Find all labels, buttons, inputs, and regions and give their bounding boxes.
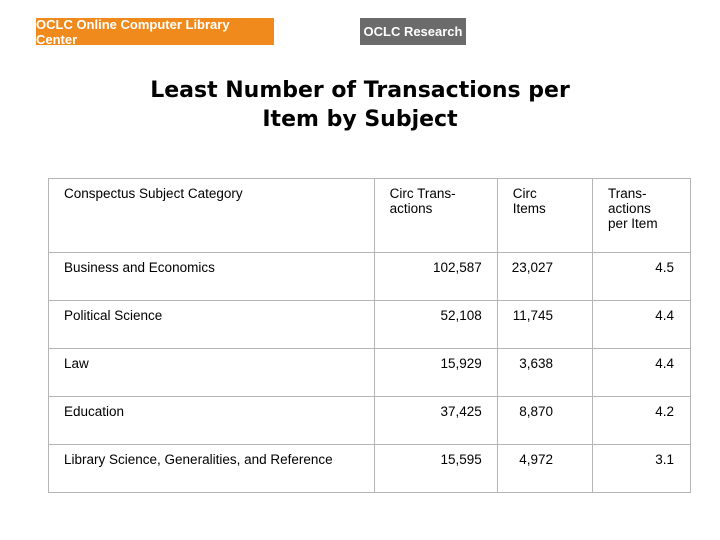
cell-category: Business and Economics (48, 252, 375, 301)
cell-circ-items: 23,027 (497, 252, 594, 301)
oclc-research-logo: OCLC Research (360, 18, 466, 45)
cell-circ-transactions: 52,108 (374, 300, 498, 349)
cell-per-item: 4.5 (592, 252, 691, 301)
header-transactions-per-item: Trans- actions per Item (592, 178, 691, 253)
slide-title: Least Number of Transactions per Item by… (0, 76, 720, 134)
slide-title-line-2: Item by Subject (262, 107, 458, 132)
header-per-item-line-2: actions (608, 201, 651, 216)
header-category: Conspectus Subject Category (48, 178, 375, 253)
header-circ-items-line-2: Items (512, 201, 546, 216)
cell-per-item: 3.1 (592, 444, 691, 493)
table-header-row: Conspectus Subject Category Circ Trans- … (48, 178, 691, 253)
cell-circ-transactions: 102,587 (374, 252, 498, 301)
cell-circ-transactions: 15,595 (374, 444, 498, 493)
cell-circ-transactions: 15,929 (374, 348, 498, 397)
table-row: Business and Economics 102,587 23,027 4.… (48, 252, 691, 301)
oclc-logo: OCLC Online Computer Library Center (36, 16, 274, 47)
header-circ-transactions: Circ Trans- actions (374, 178, 498, 253)
header-per-item-line-3: per Item (608, 216, 658, 231)
table-row: Education 37,425 8,870 4.2 (48, 396, 691, 445)
header-circ-items-line-1: Circ (512, 186, 537, 201)
cell-per-item: 4.2 (592, 396, 691, 445)
header-circ-transactions-line-2: actions (389, 201, 433, 216)
table-row: Library Science, Generalities, and Refer… (48, 444, 691, 493)
oclc-logo-text: OCLC Online Computer Library Center (36, 16, 230, 47)
cell-per-item: 4.4 (592, 348, 691, 397)
header-category-label: Conspectus Subject Category (64, 186, 243, 201)
oclc-research-logo-text: OCLC Research (363, 24, 463, 39)
cell-circ-items: 4,972 (497, 444, 594, 493)
header-circ-items: Circ Items (497, 178, 594, 253)
slide-title-line-1: Least Number of Transactions per (150, 78, 570, 103)
header-per-item-line-1: Trans- (608, 186, 647, 201)
cell-category: Law (48, 348, 375, 397)
cell-category: Library Science, Generalities, and Refer… (48, 444, 375, 493)
cell-circ-items: 3,638 (497, 348, 594, 397)
cell-circ-items: 11,745 (497, 300, 594, 349)
table-row: Law 15,929 3,638 4.4 (48, 348, 691, 397)
cell-per-item: 4.4 (592, 300, 691, 349)
cell-category: Political Science (48, 300, 375, 349)
cell-category: Education (48, 396, 375, 445)
header-circ-transactions-line-1: Circ Trans- (389, 186, 456, 201)
cell-circ-items: 8,870 (497, 396, 594, 445)
cell-circ-transactions: 37,425 (374, 396, 498, 445)
transactions-table: Conspectus Subject Category Circ Trans- … (48, 178, 691, 493)
table-row: Political Science 52,108 11,745 4.4 (48, 300, 691, 349)
